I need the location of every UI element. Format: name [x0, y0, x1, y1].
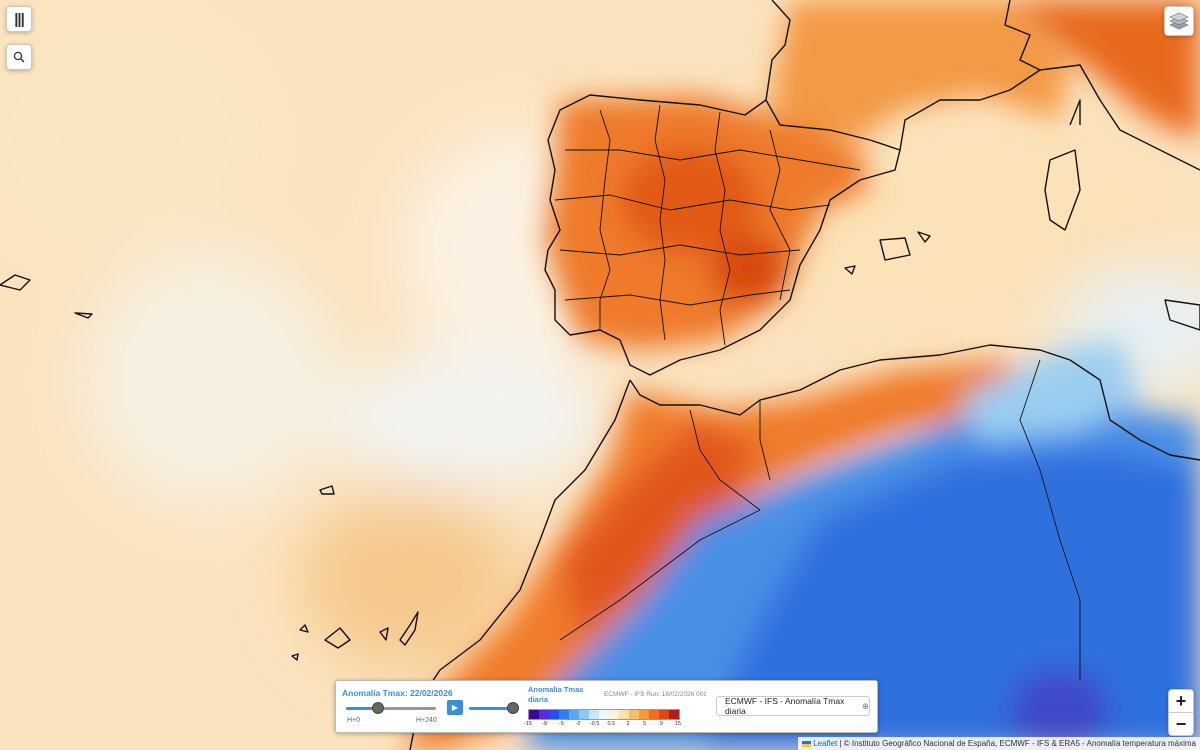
anomaly-field-detail — [400, 0, 1200, 750]
search-button[interactable] — [6, 44, 32, 70]
attribution: Leaflet | © Instituto Geográfico Naciona… — [797, 737, 1200, 750]
color-scale-swatch — [559, 710, 569, 719]
attribution-text: | © Instituto Geográfico Nacional de Esp… — [837, 739, 1196, 748]
color-scale-swatch — [629, 710, 639, 719]
opacity-slider-fill — [469, 707, 513, 710]
color-scale-swatch — [589, 710, 599, 719]
time-start-label: H+0 — [347, 717, 361, 724]
zoom-out-button[interactable]: − — [1175, 713, 1187, 734]
time-end-label: H+240 — [416, 717, 437, 724]
layer-selector[interactable]: ECMWF - IFS - Anomalía Tmax diaria ⊕ — [716, 696, 870, 716]
leaflet-link[interactable]: Leaflet — [813, 739, 838, 748]
color-scale-tick: 15 — [674, 721, 682, 727]
color-scale-swatch — [669, 710, 679, 719]
timeline-title: Anomalía Tmax: 22/02/2026 — [342, 688, 453, 698]
admin-borders — [554, 104, 1081, 680]
zoom-control: + − — [1168, 689, 1194, 736]
color-scale-swatch — [599, 710, 609, 719]
color-scale-tick: -5 — [558, 721, 564, 727]
color-scale-ticks: -15 -9 -5 -2 -0.5 0.5 2 5 9 15 — [522, 721, 684, 730]
color-scale-swatch — [549, 710, 559, 719]
color-scale-swatch — [639, 710, 649, 719]
ukraine-flag-icon — [801, 740, 811, 747]
legend-title: Anomalía Tmax diaria — [528, 685, 584, 704]
model-run-label: ECMWF - IFS Run: 18/02/2026 00z — [604, 691, 707, 698]
color-scale-tick: -15 — [524, 721, 532, 727]
layers-icon — [1169, 12, 1189, 30]
crosshair-icon: ⊕ — [861, 700, 869, 711]
color-scale-tick: 2 — [626, 721, 630, 727]
zoom-in-button[interactable]: + — [1169, 690, 1193, 713]
timeline-panel: Anomalía Tmax: 22/02/2026 H+0 H+240 ▶ An… — [335, 680, 878, 733]
color-scale-swatch — [609, 710, 619, 719]
color-scale-tick: -0.5 — [589, 721, 600, 727]
color-scale-swatch — [619, 710, 629, 719]
play-button[interactable]: ▶ — [447, 700, 463, 715]
color-scale-swatch — [569, 710, 579, 719]
color-scale-tick: -2 — [575, 721, 581, 727]
color-scale-swatch — [579, 710, 589, 719]
color-scale — [528, 709, 680, 720]
color-scale-tick: 0.5 — [607, 721, 616, 727]
layer-selector-label: ECMWF - IFS - Anomalía Tmax diaria — [725, 696, 845, 716]
color-scale-tick: -9 — [542, 721, 548, 727]
time-slider-fill — [346, 707, 378, 710]
time-slider-track[interactable] — [346, 707, 436, 710]
layers-button[interactable] — [1164, 6, 1194, 36]
color-scale-swatch — [529, 710, 539, 719]
color-scale-swatch — [539, 710, 549, 719]
opacity-slider-handle[interactable] — [507, 702, 519, 714]
color-scale-swatch — [659, 710, 669, 719]
color-scale-tick: 9 — [659, 721, 663, 727]
menu-button[interactable]: ||| — [6, 6, 32, 32]
color-scale-tick: 5 — [643, 721, 647, 727]
search-icon — [13, 51, 25, 63]
time-slider-handle[interactable] — [371, 702, 384, 714]
color-scale-swatch — [649, 710, 659, 719]
